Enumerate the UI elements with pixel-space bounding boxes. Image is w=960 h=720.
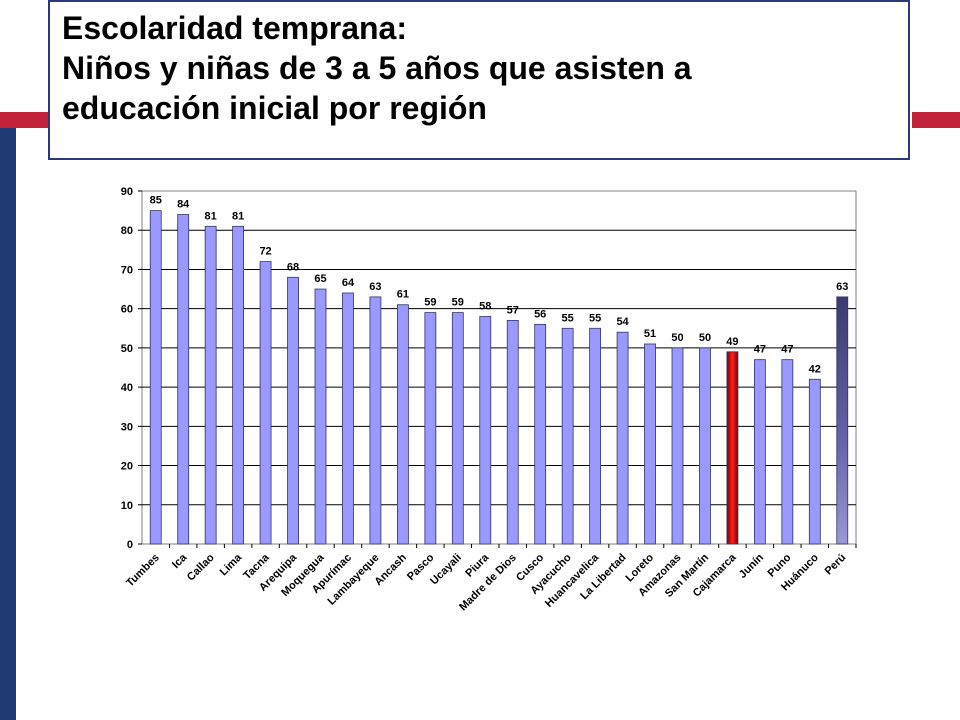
- bar-moquegua: [314, 288, 327, 545]
- data-label: 65: [314, 273, 326, 285]
- bar-lima: [232, 225, 245, 545]
- data-label: 84: [177, 199, 190, 211]
- bar-pasco: [424, 312, 437, 545]
- data-label: 63: [369, 281, 381, 293]
- bar-per-: [836, 296, 849, 545]
- slide-title-line-2: Niños y niñas de 3 a 5 años que asisten …: [62, 50, 692, 86]
- y-tick-label: 20: [121, 461, 133, 473]
- bar-cajamarca: [726, 351, 739, 545]
- bar-puno: [781, 359, 794, 545]
- data-label: 58: [479, 301, 491, 313]
- data-label: 64: [342, 277, 355, 289]
- y-tick-label: 60: [121, 304, 133, 316]
- y-tick-label: 80: [121, 225, 133, 237]
- data-label: 55: [562, 312, 574, 324]
- bar-tumbes: [149, 210, 162, 545]
- data-label: 56: [534, 308, 546, 320]
- data-label: 81: [232, 210, 244, 222]
- bar-jun-n: [753, 359, 766, 545]
- bar-hu-nuco: [808, 378, 821, 545]
- x-category-label: Callao: [185, 551, 217, 583]
- bar-callao: [204, 225, 217, 545]
- y-tick-label: 30: [121, 421, 133, 433]
- data-label: 49: [726, 336, 738, 348]
- data-label: 59: [424, 297, 436, 309]
- data-label: 51: [644, 328, 656, 340]
- bar-madre-de-dios: [506, 320, 519, 545]
- data-label: 61: [397, 289, 409, 301]
- data-label: 63: [836, 281, 848, 293]
- bar-apur-mac: [342, 292, 354, 545]
- bar-ancash: [396, 304, 409, 545]
- red-accent-stripe-left: [0, 112, 50, 128]
- plot-area: [141, 190, 857, 545]
- y-tick-label: 40: [121, 382, 133, 394]
- bar-arequipa: [287, 276, 299, 545]
- bar-la-libertad: [616, 331, 629, 545]
- bar-ica: [177, 214, 190, 545]
- bar-loreto: [644, 343, 656, 545]
- data-label: 72: [259, 246, 271, 258]
- y-tick-label: 10: [121, 500, 133, 512]
- bar-lambayeque: [369, 296, 382, 545]
- data-label: 85: [150, 195, 162, 207]
- data-label: 59: [452, 297, 464, 309]
- y-tick-label: 50: [121, 343, 133, 355]
- slide-title-box: Escolaridad temprana: Niños y niñas de 3…: [48, 0, 910, 160]
- data-label: 47: [754, 344, 766, 356]
- data-label: 57: [507, 304, 519, 316]
- x-category-label: Perú: [823, 552, 849, 578]
- data-label: 42: [809, 363, 821, 375]
- y-tick-label: 0: [127, 539, 133, 551]
- data-label: 47: [781, 344, 793, 356]
- data-label: 50: [671, 332, 683, 344]
- y-tick-label: 70: [121, 264, 133, 276]
- red-accent-stripe-right: [912, 112, 960, 128]
- bar-san-mart-n: [699, 347, 711, 545]
- x-category-label: Tumbes: [124, 552, 162, 590]
- left-accent-bar: [0, 128, 16, 720]
- bar-cusco: [534, 323, 547, 545]
- data-label: 50: [699, 332, 711, 344]
- data-label: 81: [205, 210, 217, 222]
- slide-title-line-1: Escolaridad temprana:: [62, 10, 407, 46]
- bar-ucayali: [451, 312, 464, 545]
- bar-huancavelica: [589, 327, 602, 545]
- x-category-label: Junín: [737, 551, 766, 580]
- x-category-label: Ucayali: [428, 552, 464, 588]
- slide-title-line-3: educación inicial por región: [62, 90, 487, 126]
- bar-piura: [479, 316, 492, 545]
- data-label: 54: [616, 316, 629, 328]
- data-label: 68: [287, 261, 299, 273]
- data-label: 55: [589, 312, 601, 324]
- bar-tacna: [259, 261, 272, 545]
- bar-ayacucho: [561, 327, 574, 545]
- bar-amazonas: [671, 347, 684, 545]
- y-tick-label: 90: [121, 186, 133, 198]
- x-category-label: Ica: [170, 551, 190, 571]
